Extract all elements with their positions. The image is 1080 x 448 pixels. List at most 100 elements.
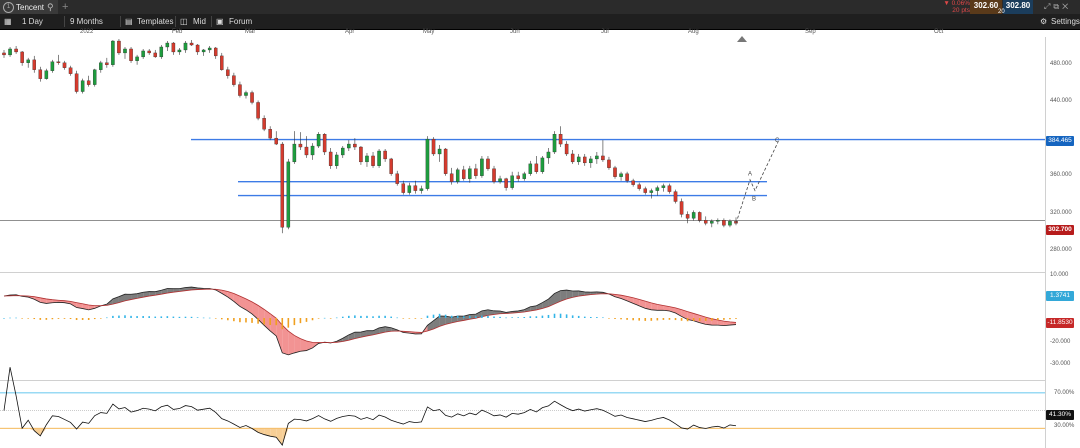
macd-histogram-bar bbox=[450, 315, 453, 318]
macd-histogram-bar bbox=[136, 316, 138, 318]
macd-cloud bbox=[548, 293, 555, 307]
spread-value: 20 bbox=[998, 9, 1005, 15]
macd-cloud bbox=[221, 290, 228, 298]
macd-cloud bbox=[566, 290, 573, 300]
macd-histogram-bar bbox=[269, 318, 271, 326]
candle-body bbox=[468, 168, 472, 179]
candle-body bbox=[437, 148, 442, 155]
range-select[interactable]: 9 Months bbox=[70, 17, 103, 26]
macd-histogram-bar bbox=[57, 318, 60, 319]
time-label: 2022 bbox=[80, 29, 94, 35]
macd-histogram-bar bbox=[704, 318, 707, 321]
macd-cloud bbox=[354, 332, 361, 339]
chart-canvas[interactable]: A B C bbox=[0, 0, 1046, 448]
macd-cloud bbox=[82, 303, 89, 310]
candle-body bbox=[661, 185, 666, 188]
search-icon[interactable]: ⚲ bbox=[47, 1, 54, 12]
macd-cloud bbox=[342, 334, 349, 342]
change-points: 20 pts bbox=[952, 6, 970, 14]
macd-histogram-bar bbox=[208, 317, 211, 319]
candle-body bbox=[625, 173, 629, 181]
macd-histogram-bar bbox=[577, 315, 580, 318]
buy-button[interactable]: 302.80 bbox=[1003, 0, 1033, 14]
macd-cloud bbox=[427, 320, 434, 332]
new-tab-button[interactable]: + bbox=[62, 1, 69, 13]
forum-icon[interactable]: ▣ bbox=[216, 17, 224, 26]
candle-body bbox=[607, 159, 611, 168]
candle-body bbox=[226, 69, 230, 76]
macd-histogram-bar bbox=[317, 318, 320, 319]
macd-histogram-bar bbox=[323, 317, 326, 319]
macd-cloud bbox=[433, 316, 440, 329]
macd-signal-tag: -11.8530 bbox=[1046, 318, 1074, 328]
macd-histogram-bar bbox=[614, 318, 616, 319]
price-type-icon[interactable]: ◫ bbox=[180, 17, 188, 26]
price-type-button[interactable]: Mid bbox=[193, 17, 206, 26]
macd-histogram-bar bbox=[378, 315, 380, 318]
candle-body bbox=[165, 42, 170, 48]
macd-histogram-bar bbox=[390, 316, 392, 318]
settings-button[interactable]: Settings bbox=[1051, 17, 1080, 26]
macd-histogram-bar bbox=[354, 315, 356, 318]
macd-cloud bbox=[379, 326, 386, 334]
candle-body bbox=[564, 143, 569, 155]
rsi-oversold-fill bbox=[40, 428, 47, 436]
window-controls[interactable]: ⤢⧉✕ bbox=[1044, 2, 1071, 12]
candle-body bbox=[728, 221, 732, 226]
candle-body bbox=[704, 220, 708, 224]
macd-histogram-bar bbox=[184, 316, 187, 318]
interval-select[interactable]: 1 Day bbox=[22, 17, 43, 26]
candle-body bbox=[383, 150, 387, 160]
macd-cloud bbox=[131, 293, 138, 300]
macd-cloud bbox=[663, 305, 670, 311]
macd-histogram-bar bbox=[511, 317, 513, 318]
gear-icon[interactable]: ⚙ bbox=[1040, 17, 1048, 26]
macd-histogram-bar bbox=[571, 315, 574, 318]
close-icon[interactable]: ✕ bbox=[1062, 2, 1072, 11]
forum-button[interactable]: Forum bbox=[229, 17, 253, 26]
macd-cloud bbox=[723, 321, 730, 326]
macd-cloud bbox=[645, 301, 652, 310]
macd-histogram-bar bbox=[172, 316, 175, 318]
candle-body bbox=[183, 42, 188, 51]
projection-path bbox=[735, 141, 779, 224]
macd-histogram-bar bbox=[481, 315, 483, 318]
macd-histogram-bar bbox=[166, 316, 169, 318]
macd-cloud bbox=[627, 296, 634, 304]
candle-body bbox=[673, 191, 678, 202]
candle-body bbox=[631, 180, 635, 185]
macd-histogram-bar bbox=[39, 318, 42, 320]
macd-histogram-bar bbox=[360, 315, 362, 318]
price-tick: 320.000 bbox=[1050, 210, 1072, 216]
candle-body bbox=[697, 212, 702, 221]
candle-body bbox=[68, 67, 73, 74]
calendar-icon[interactable]: ▦ bbox=[4, 17, 12, 26]
rsi-oversold-fill bbox=[34, 428, 41, 436]
popout-icon[interactable]: ⧉ bbox=[1053, 2, 1063, 11]
sell-button[interactable]: 302.60 bbox=[970, 0, 1002, 14]
candle-body bbox=[328, 151, 333, 166]
macd-histogram-bar bbox=[583, 316, 586, 318]
macd-cloud bbox=[615, 294, 622, 299]
macd-tick: -30.000 bbox=[1050, 361, 1071, 367]
candle-body bbox=[341, 147, 345, 156]
macd-histogram-bar bbox=[99, 318, 102, 319]
expand-icon[interactable]: ⤢ bbox=[1044, 2, 1054, 11]
macd-cloud bbox=[264, 309, 271, 331]
macd-cloud bbox=[530, 305, 537, 311]
macd-histogram-bar bbox=[692, 318, 695, 321]
macd-histogram-bar bbox=[608, 318, 610, 319]
candle-body bbox=[540, 157, 545, 172]
macd-histogram-bar bbox=[112, 315, 114, 318]
templates-icon[interactable]: ▤ bbox=[125, 17, 133, 26]
macd-cloud bbox=[76, 302, 83, 309]
tab-tencent[interactable]: 1 Tencent ⚲ bbox=[0, 0, 58, 14]
macd-histogram-bar bbox=[142, 316, 144, 318]
macd-histogram-bar bbox=[535, 316, 538, 318]
macd-histogram-bar bbox=[239, 318, 241, 323]
templates-button[interactable]: Templates bbox=[137, 17, 174, 26]
candle-body bbox=[20, 51, 24, 63]
candle-body bbox=[195, 44, 200, 53]
candle-body bbox=[576, 156, 581, 163]
candle-body bbox=[8, 48, 12, 56]
